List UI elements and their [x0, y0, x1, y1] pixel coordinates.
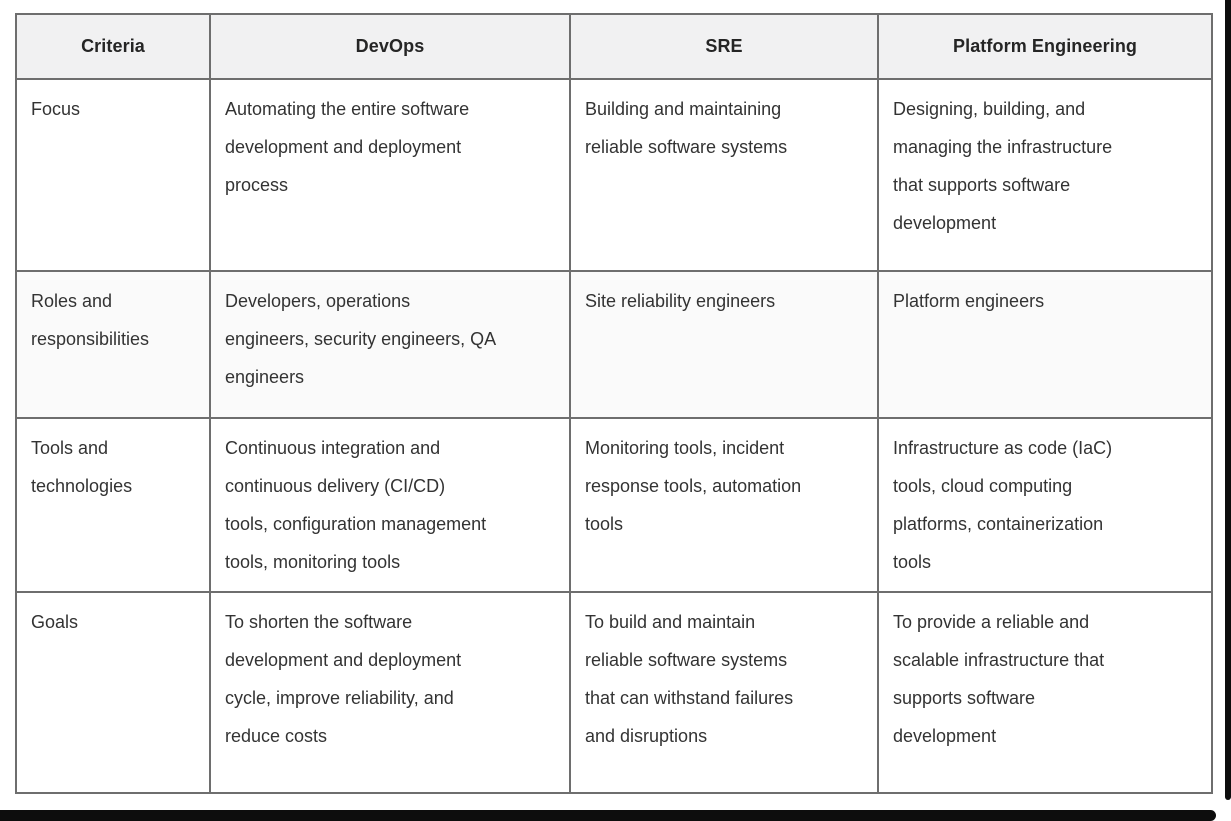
criteria-cell: Tools and technologies [15, 417, 211, 593]
screenshot-frame-right-edge [1225, 0, 1231, 800]
value-cell: Continuous integration and continuous de… [209, 417, 571, 593]
column-header-devops: DevOps [209, 13, 571, 80]
value-cell: Infrastructure as code (IaC) tools, clou… [877, 417, 1213, 593]
value-cell: Developers, operations engineers, securi… [209, 270, 571, 419]
column-header-platform-engineering: Platform Engineering [877, 13, 1213, 80]
table-row: Roles and responsibilities Developers, op… [15, 270, 1213, 419]
value-cell: Site reliability engineers [569, 270, 879, 419]
header-row: Criteria DevOps SRE Platform Engineering [15, 13, 1213, 80]
table-row: Goals To shorten the software development… [15, 591, 1213, 794]
value-cell: Designing, building, and managing the in… [877, 78, 1213, 272]
screenshot-frame-bottom-edge [0, 810, 1216, 821]
criteria-cell: Roles and responsibilities [15, 270, 211, 419]
criteria-cell: Goals [15, 591, 211, 794]
column-header-criteria: Criteria [15, 13, 211, 80]
value-cell: Monitoring tools, incident response tool… [569, 417, 879, 593]
value-cell: To build and maintain reliable software … [569, 591, 879, 794]
value-cell: To provide a reliable and scalable infra… [877, 591, 1213, 794]
table-body: Focus Automating the entire software deve… [15, 78, 1213, 794]
table-row: Tools and technologies Continuous integra… [15, 417, 1213, 593]
comparison-table: Criteria DevOps SRE Platform Engineering Fo… [15, 13, 1213, 794]
table-row: Focus Automating the entire software deve… [15, 78, 1213, 272]
value-cell: Building and maintaining reliable softwa… [569, 78, 879, 272]
value-cell: To shorten the software development and … [209, 591, 571, 794]
criteria-cell: Focus [15, 78, 211, 272]
value-cell: Automating the entire software developme… [209, 78, 571, 272]
column-header-sre: SRE [569, 13, 879, 80]
value-cell: Platform engineers [877, 270, 1213, 419]
